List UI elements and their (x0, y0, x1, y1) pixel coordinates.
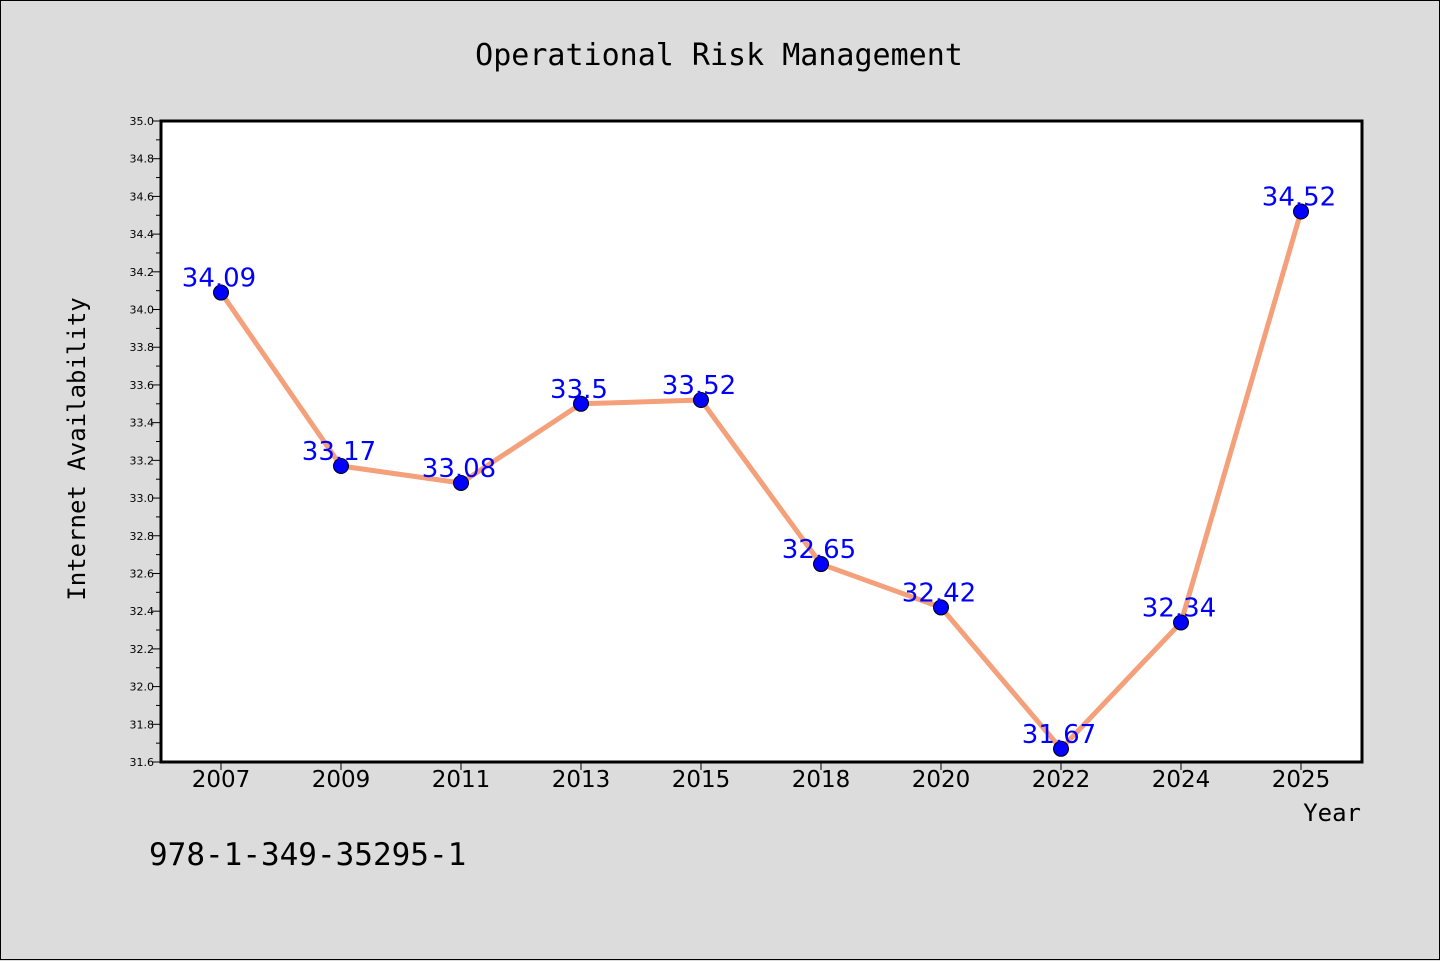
x-tick-label: 2011 (432, 767, 491, 793)
y-tick-label: 32.2 (130, 643, 155, 656)
x-tick-label: 2013 (552, 767, 611, 793)
data-label: 33.17 (302, 437, 376, 467)
y-tick-label: 32.0 (130, 681, 155, 694)
x-tick-label: 2025 (1272, 767, 1331, 793)
series-line (218, 208, 1304, 752)
y-tick-label: 31.6 (130, 756, 155, 769)
chart-title: Operational Risk Management (475, 38, 963, 73)
data-point (573, 395, 589, 412)
y-tick-label: 34.0 (130, 304, 155, 317)
data-labels: 34.09 33.17 33.08 33.5 33.52 32.65 32.42 31.67 3… (182, 182, 1336, 749)
data-point (933, 599, 949, 616)
data-label: 32.42 (902, 578, 976, 608)
data-point (213, 284, 229, 301)
x-tick-label: 2018 (792, 767, 851, 793)
y-tick-label: 32.8 (130, 530, 155, 543)
y-axis: 31.6 31.8 32.0 32.2 32.4 32.6 32.8 33.0 33.2 33.4… (130, 115, 161, 769)
y-tick-label: 34.6 (130, 190, 155, 203)
y-tick-label: 34.4 (130, 228, 155, 241)
data-point (453, 474, 469, 491)
data-label: 31.67 (1022, 720, 1096, 750)
series-markers (213, 203, 1309, 757)
y-tick-label: 34.8 (130, 153, 155, 166)
y-tick-label: 33.2 (130, 454, 155, 467)
data-point (1293, 203, 1309, 220)
y-tick-label: 31.8 (130, 718, 155, 731)
y-tick-label: 34.2 (130, 266, 155, 279)
data-label: 32.65 (782, 535, 856, 565)
y-tick-label: 32.4 (130, 605, 155, 618)
x-tick-label: 2007 (192, 767, 251, 793)
y-tick-label: 32.6 (130, 567, 155, 580)
data-label: 34.52 (1262, 182, 1336, 212)
x-axis: 2007 2009 2011 2013 2015 2018 2020 2022 2024 2025 (192, 762, 1331, 793)
isbn-text: 978-1-349-35295-1 (149, 837, 466, 873)
y-tick-label: 33.8 (130, 341, 155, 354)
data-label: 32.34 (1142, 593, 1216, 623)
x-tick-label: 2009 (312, 767, 371, 793)
plot-area (159, 119, 1364, 764)
series-line-path (218, 208, 1304, 752)
data-point (333, 458, 349, 475)
data-point (693, 392, 709, 409)
x-axis-title: Year (1303, 799, 1361, 827)
x-tick-label: 2015 (672, 767, 731, 793)
y-tick-label: 33.4 (130, 417, 155, 430)
y-tick-label: 33.0 (130, 492, 155, 505)
data-point (1173, 614, 1189, 631)
data-label: 33.08 (422, 454, 496, 484)
data-label: 33.52 (662, 371, 736, 401)
y-tick-label: 35.0 (130, 115, 155, 128)
y-axis-title: Internet Availability (63, 297, 91, 600)
y-tick-label: 33.6 (130, 379, 155, 392)
x-tick-label: 2024 (1152, 767, 1211, 793)
data-label: 34.09 (182, 264, 256, 294)
data-point (1053, 740, 1069, 757)
x-tick-label: 2022 (1032, 767, 1091, 793)
data-label: 33.5 (550, 375, 608, 405)
x-tick-label: 2020 (912, 767, 971, 793)
data-point (813, 556, 829, 573)
